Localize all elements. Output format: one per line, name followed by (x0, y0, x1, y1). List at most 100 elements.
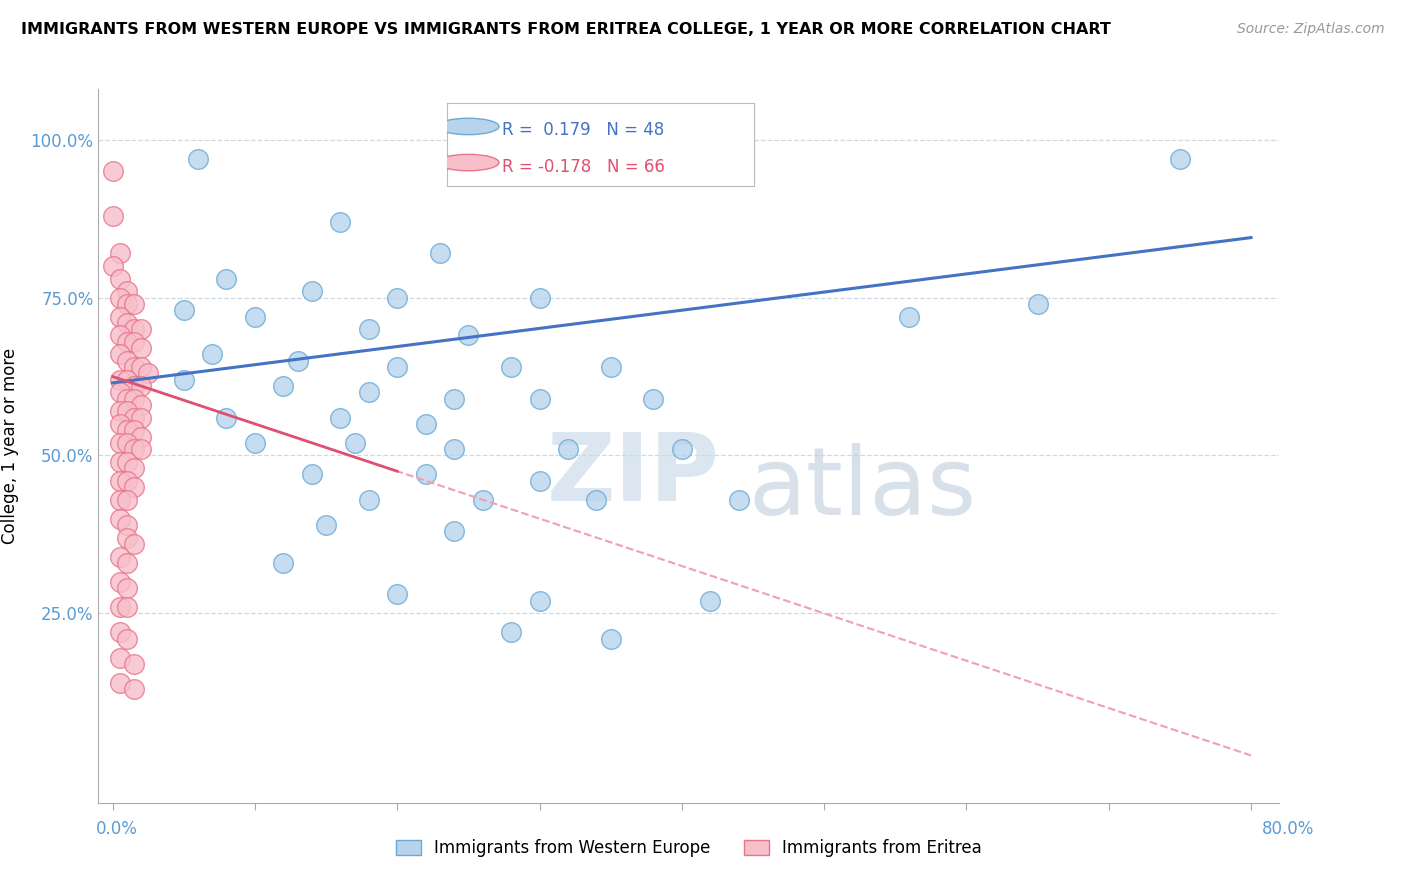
Point (122, 334, 145, 349)
Point (273, 556, 295, 570)
Point (201, 347, 224, 361)
Point (429, 246, 451, 260)
Point (108, 404, 131, 418)
Point (415, 417, 437, 431)
Point (108, 385, 131, 400)
Point (243, 310, 266, 324)
Point (187, 152, 209, 166)
Point (1168, 152, 1191, 166)
Point (129, 410, 152, 425)
Point (108, 574, 131, 589)
Point (122, 461, 145, 475)
Point (108, 373, 131, 387)
Point (122, 322, 145, 336)
Point (287, 353, 309, 368)
Point (115, 316, 138, 330)
Point (108, 625, 131, 640)
Point (122, 423, 145, 437)
Point (108, 455, 131, 469)
Point (108, 310, 131, 324)
Point (699, 593, 721, 607)
Point (136, 367, 159, 381)
Point (115, 373, 138, 387)
Point (108, 271, 131, 285)
Point (101, 209, 124, 223)
Point (173, 303, 195, 318)
Point (122, 442, 145, 457)
Point (108, 650, 131, 665)
Point (357, 492, 380, 507)
Point (115, 556, 138, 570)
Point (215, 271, 238, 285)
Point (122, 682, 145, 697)
Point (108, 435, 131, 450)
Point (115, 435, 138, 450)
Point (108, 328, 131, 343)
Point (108, 474, 131, 488)
Point (273, 379, 295, 393)
Point (357, 385, 380, 400)
Point (129, 379, 152, 393)
Point (115, 531, 138, 545)
Text: 80.0%: 80.0% (1263, 820, 1315, 838)
Point (129, 429, 152, 443)
Point (122, 480, 145, 494)
Point (387, 360, 409, 375)
Point (329, 215, 352, 229)
Point (115, 492, 138, 507)
Point (115, 423, 138, 437)
Point (301, 467, 323, 482)
Point (108, 246, 131, 260)
Point (108, 675, 131, 690)
Point (499, 625, 522, 640)
Point (443, 524, 465, 539)
Point (643, 392, 665, 406)
Point (115, 353, 138, 368)
Point (129, 322, 152, 336)
Point (115, 600, 138, 615)
Point (101, 259, 124, 273)
Point (108, 600, 131, 615)
Point (129, 341, 152, 355)
Point (499, 360, 522, 375)
Point (1026, 297, 1049, 311)
Point (122, 360, 145, 375)
Point (108, 347, 131, 361)
Point (529, 474, 551, 488)
Point (599, 632, 621, 646)
Point (115, 632, 138, 646)
Point (357, 322, 380, 336)
Point (415, 467, 437, 482)
Point (115, 474, 138, 488)
Y-axis label: College, 1 year or more: College, 1 year or more (1, 348, 20, 544)
Point (108, 511, 131, 525)
Point (727, 492, 749, 507)
Point (115, 297, 138, 311)
Text: IMMIGRANTS FROM WESTERN EUROPE VS IMMIGRANTS FROM ERITREA COLLEGE, 1 YEAR OR MOR: IMMIGRANTS FROM WESTERN EUROPE VS IMMIGR… (21, 22, 1111, 37)
Point (529, 392, 551, 406)
Point (115, 392, 138, 406)
Point (599, 360, 621, 375)
Point (122, 297, 145, 311)
Point (108, 417, 131, 431)
Point (557, 442, 579, 457)
Point (108, 492, 131, 507)
Point (129, 360, 152, 375)
Point (122, 379, 145, 393)
Point (173, 373, 195, 387)
Point (671, 442, 693, 457)
Point (343, 435, 366, 450)
Point (115, 581, 138, 595)
Point (898, 310, 921, 324)
Point (387, 587, 409, 601)
Point (443, 392, 465, 406)
Point (108, 291, 131, 305)
Point (101, 164, 124, 178)
Point (122, 392, 145, 406)
Text: Source: ZipAtlas.com: Source: ZipAtlas.com (1237, 22, 1385, 37)
Point (215, 410, 238, 425)
Text: atlas: atlas (748, 442, 976, 535)
Point (122, 410, 145, 425)
Point (129, 398, 152, 412)
Legend: Immigrants from Western Europe, Immigrants from Eritrea: Immigrants from Western Europe, Immigran… (388, 831, 990, 866)
